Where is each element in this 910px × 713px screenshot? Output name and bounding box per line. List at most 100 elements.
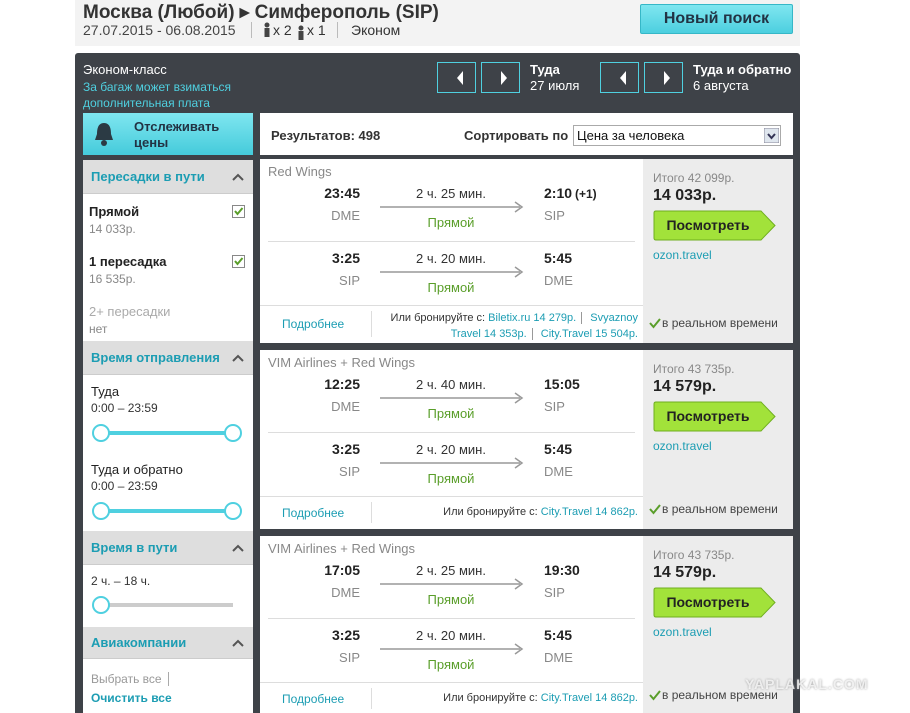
- clear-all-link[interactable]: Очистить все: [91, 691, 172, 705]
- check-icon: [649, 690, 661, 701]
- slider-handle[interactable]: [224, 424, 242, 442]
- duration: 2 ч. 40 мин.: [416, 377, 486, 392]
- price: 14 579р.: [653, 564, 717, 581]
- filter-body: 2 ч. – 18 ч.: [83, 565, 253, 627]
- prev-day-button[interactable]: [600, 62, 639, 93]
- next-day-button[interactable]: [644, 62, 683, 93]
- route-arrow: [380, 266, 524, 278]
- route-arrow: [380, 578, 524, 590]
- booking-link[interactable]: City.Travel 15 504р.: [540, 328, 638, 340]
- stop-option: 1 пересадка: [89, 254, 167, 269]
- stops: Прямой: [427, 280, 475, 295]
- sort-select[interactable]: Цена за человека: [573, 125, 781, 146]
- realtime-note: в реальном времени: [662, 502, 778, 516]
- view-button[interactable]: Посмотреть: [653, 587, 777, 618]
- result-card: Итого 43 735р. 14 579р. Посмотреть ozon.tra…: [260, 350, 793, 529]
- cabin: Эконом: [351, 22, 401, 38]
- airline: Red Wings: [268, 164, 332, 179]
- details-link[interactable]: Подробнее: [282, 505, 345, 520]
- agent-link[interactable]: ozon.travel: [653, 248, 712, 262]
- departure-airport: DME: [331, 399, 360, 414]
- booking-label: Или бронируйте с:: [390, 312, 489, 324]
- slider-handle[interactable]: [224, 502, 242, 520]
- filter-header[interactable]: Авиакомпании: [83, 627, 253, 659]
- slider-handle[interactable]: [92, 424, 110, 442]
- next-day-button[interactable]: [481, 62, 520, 93]
- details-link[interactable]: Подробнее: [282, 691, 345, 706]
- collapse-icon: [232, 173, 244, 181]
- booking-link[interactable]: City.Travel 14 862р.: [540, 505, 638, 518]
- arrival-time: 5:45: [544, 250, 573, 266]
- duration: 2 ч. 20 мин.: [416, 628, 486, 643]
- route-arrow: [380, 643, 524, 655]
- booking-links: Или бронируйте с: City.Travel 14 862р.: [380, 504, 638, 520]
- agent-link[interactable]: ozon.travel: [653, 439, 712, 453]
- arrow-icon: [501, 71, 507, 85]
- duration: 2 ч. 25 мин.: [416, 563, 486, 578]
- results-count: Результатов: 498: [271, 128, 381, 143]
- stop-price: 16 535р.: [89, 272, 136, 286]
- check-icon: [649, 504, 661, 515]
- button-shape: [653, 401, 776, 432]
- adult-icon: [264, 22, 270, 37]
- departure-time: 12:25: [324, 376, 360, 392]
- booking-links: Или бронируйте с: Biletix.ru 14 279р. Sv…: [380, 310, 638, 342]
- stop-checkbox[interactable]: [232, 205, 245, 218]
- stop-checkbox[interactable]: [232, 255, 245, 268]
- view-button[interactable]: Посмотреть: [653, 210, 777, 241]
- details-link[interactable]: Подробнее: [282, 317, 345, 331]
- arrival-time: 15:05: [544, 376, 580, 392]
- collapse-icon: [232, 639, 244, 647]
- filter-header[interactable]: Время в пути: [83, 531, 253, 565]
- divider: [268, 241, 635, 242]
- price-panel: Итого 43 735р. 14 579р. Посмотреть ozon.tra…: [643, 350, 793, 529]
- departure-airport: DME: [331, 208, 360, 223]
- filter-header[interactable]: Время отправления: [83, 341, 253, 375]
- new-search-button[interactable]: Новый поиск: [640, 4, 793, 34]
- track-prices-button[interactable]: Отслеживать цены: [83, 113, 253, 155]
- divider: [260, 682, 643, 683]
- total-price: Итого 43 735р.: [653, 362, 735, 376]
- check-icon: [649, 318, 661, 329]
- stop-price: нет: [89, 322, 108, 336]
- arrival-airport: SIP: [544, 585, 565, 600]
- leg-label: Туда: [530, 62, 560, 77]
- slider-handle[interactable]: [92, 502, 110, 520]
- route-arrow: [380, 201, 524, 213]
- arrow-icon: [664, 71, 670, 85]
- leg-date: 6 августа: [693, 78, 749, 93]
- stop-price: 14 033р.: [89, 222, 136, 236]
- collapse-icon: [232, 544, 244, 552]
- realtime-note: в реальном времени: [662, 688, 778, 702]
- duration: 2 ч. 25 мин.: [416, 186, 486, 201]
- agent-link[interactable]: ozon.travel: [653, 625, 712, 639]
- result-card: Итого 42 099р. 14 033р. Посмотреть ozon.tra…: [260, 159, 793, 343]
- arrival-airport: DME: [544, 464, 573, 479]
- booking-link[interactable]: City.Travel 14 862р.: [540, 691, 638, 704]
- select-all-link[interactable]: Выбрать все: [91, 672, 169, 686]
- divider: [260, 496, 643, 497]
- view-button[interactable]: Посмотреть: [653, 401, 777, 432]
- arrival-time: 5:45: [544, 441, 573, 457]
- departure-airport: SIP: [339, 650, 360, 665]
- price-panel: Итого 43 735р. 14 579р. Посмотреть ozon.tra…: [643, 536, 793, 713]
- sort-label: Сортировать по: [464, 128, 569, 143]
- sort-value: Цена за человека: [577, 128, 685, 143]
- dropdown-icon: [764, 128, 779, 143]
- booking-link[interactable]: Biletix.ru 14 279р.: [488, 312, 583, 324]
- watermark: YAPLAKAL.COM: [745, 676, 869, 692]
- divider: [371, 311, 372, 337]
- departure-airport: SIP: [339, 273, 360, 288]
- range-value: 2 ч. – 18 ч.: [91, 574, 151, 588]
- airline: VIM Airlines + Red Wings: [268, 541, 416, 556]
- duration: 2 ч. 20 мин.: [416, 442, 486, 457]
- slider-handle[interactable]: [92, 596, 110, 614]
- price: 14 033р.: [653, 187, 717, 204]
- prev-day-button[interactable]: [437, 62, 476, 93]
- booking-link[interactable]: Svyaznoy Travel 14 353р.: [450, 312, 638, 340]
- stops: Прямой: [427, 592, 475, 607]
- booking-label: Или бронируйте с:: [443, 505, 541, 518]
- filter-header[interactable]: Пересадки в пути: [83, 160, 253, 194]
- arrival-airport: SIP: [544, 208, 565, 223]
- stop-option: 2+ пересадки: [89, 304, 171, 319]
